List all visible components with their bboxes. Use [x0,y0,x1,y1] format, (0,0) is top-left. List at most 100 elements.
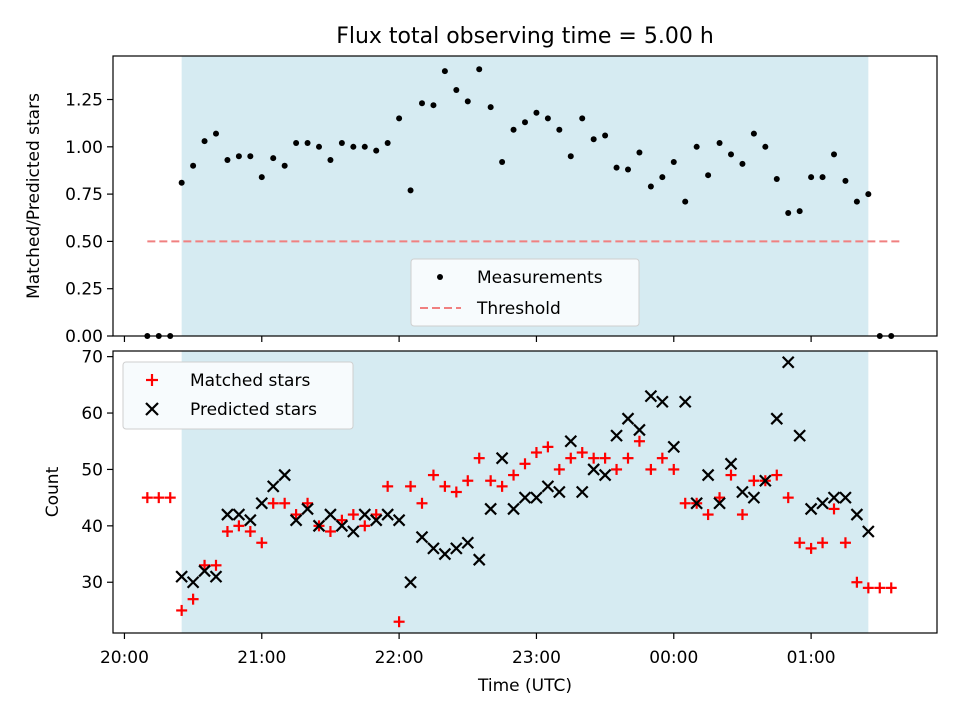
matched-star-point [633,435,645,447]
predicted-star-point [438,547,452,561]
matched-star-point [359,520,371,532]
predicted-star-point [793,429,806,442]
matched-star-point [668,463,680,475]
matched-star-point [244,525,256,537]
matched-star-point [611,463,623,475]
predicted-star-point [587,463,600,476]
measurement-point [842,177,849,184]
predicted-star-point [381,508,394,521]
measurement-point [213,130,219,137]
measurement-point [350,143,357,150]
matched-star-point [336,514,348,526]
matched-star-point [542,441,554,453]
measurement-point [716,140,723,147]
bottom-ytick-label: 50 [81,460,103,480]
bottom-ytick-label: 60 [81,404,103,424]
bottom-y-axis-label: Count [43,466,63,517]
matched-star-point [153,492,165,504]
measurement-point [510,126,517,133]
matched-star-point [187,593,199,605]
measurement-point [487,104,494,111]
predicted-star-point [369,513,383,527]
measurement-point [567,153,574,160]
matched-star-point [370,509,382,521]
matched-star-point [565,452,577,464]
measurement-point [453,87,460,94]
top-ytick-label: 0.50 [65,232,103,252]
measurement-point [441,68,448,75]
matched-star-point [874,582,886,594]
measurement-point [499,158,506,165]
predicted-star-point [301,502,314,516]
measurement-point [247,153,254,160]
predicted-star-point [644,389,658,403]
predicted-star-point [759,474,772,487]
predicted-star-point [690,497,703,510]
predicted-star-point [278,468,291,482]
measurement-point [235,153,242,160]
predicted-star-point [541,480,555,493]
measurement-point [361,143,368,150]
matched-star-point [141,492,153,504]
predicted-star-point [553,485,566,499]
matched-star-point [622,452,634,464]
chart-title: Flux total observing time = 5.00 h [336,24,714,49]
predicted-star-point [770,412,784,425]
predicted-star-point [530,491,543,504]
matched-star-point [302,497,314,509]
top-y-axis-label: Matched/Predicted stars [24,93,44,299]
matched-star-point [164,492,176,504]
measurement-point [304,140,311,147]
measurement-point [636,149,643,156]
measurement-point [190,162,197,169]
predicted-star-point [827,491,841,504]
predicted-star-point [209,570,223,583]
measurement-point [419,100,425,107]
matched-star-point [702,509,714,521]
matched-star-point [210,559,222,571]
measurement-point [430,102,437,109]
measurement-point [407,187,414,194]
measurement-point [728,151,734,158]
predicted-star-point [358,508,372,521]
predicted-star-point [324,508,337,521]
matched-star-point [256,537,268,549]
measurement-point [602,132,609,139]
measurement-point [785,210,792,217]
legend-predicted-label: Predicted stars [190,400,317,420]
measurement-point [682,198,689,205]
measurement-point [739,160,746,167]
predicted-star-point [862,525,875,538]
legend-matched-marker [146,374,158,386]
matched-star-point [851,576,863,588]
measurement-point [613,164,620,171]
predicted-star-point [175,570,188,583]
measurement-point [316,143,322,150]
matched-star-point [176,604,188,616]
bottom-xtick-label: 01:00 [787,648,836,668]
predicted-star-point [427,542,440,555]
matched-star-point [267,497,279,509]
measurement-point [865,191,872,198]
bottom-xtick-label: 21:00 [237,648,286,668]
predicted-star-point [713,497,726,510]
predicted-star-point [610,429,623,442]
predicted-star-point [839,491,852,504]
matched-star-point [199,559,211,571]
legend-measurements-label: Measurements [477,268,603,288]
predicted-star-point [633,423,646,437]
matched-star-point [576,447,588,459]
measurement-point [796,208,803,215]
predicted-star-point [221,508,234,521]
matched-star-point [279,497,291,509]
measurement-point [384,140,391,147]
predicted-star-point [198,564,211,578]
measurement-point [579,115,586,122]
legend-predicted-marker [145,402,159,416]
predicted-star-point [461,536,475,550]
measurement-point [659,174,666,181]
predicted-star-point [255,497,269,510]
predicted-star-point [392,513,406,527]
legend-measurements-marker [437,274,443,280]
